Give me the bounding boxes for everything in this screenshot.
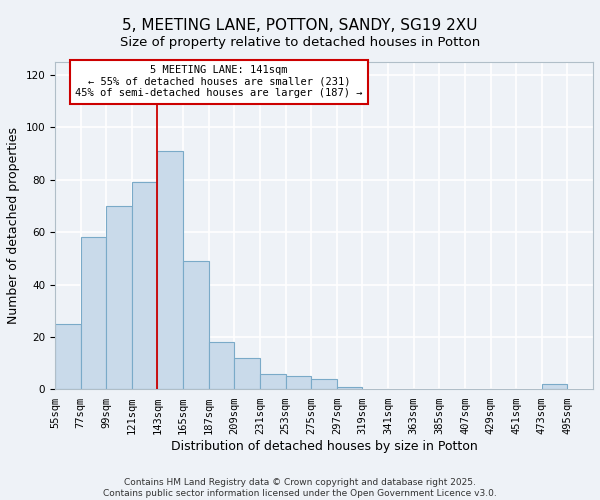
Text: 5 MEETING LANE: 141sqm
← 55% of detached houses are smaller (231)
45% of semi-de: 5 MEETING LANE: 141sqm ← 55% of detached… bbox=[76, 65, 363, 98]
Bar bbox=[106, 206, 132, 390]
Text: Contains HM Land Registry data © Crown copyright and database right 2025.
Contai: Contains HM Land Registry data © Crown c… bbox=[103, 478, 497, 498]
Bar bbox=[260, 374, 286, 390]
Y-axis label: Number of detached properties: Number of detached properties bbox=[7, 127, 20, 324]
Bar bbox=[157, 151, 183, 390]
Bar bbox=[209, 342, 235, 390]
Bar bbox=[183, 261, 209, 390]
X-axis label: Distribution of detached houses by size in Potton: Distribution of detached houses by size … bbox=[170, 440, 478, 453]
Bar bbox=[132, 182, 157, 390]
Bar bbox=[55, 324, 80, 390]
Bar bbox=[80, 238, 106, 390]
Bar bbox=[311, 379, 337, 390]
Bar bbox=[542, 384, 568, 390]
Bar bbox=[286, 376, 311, 390]
Text: Size of property relative to detached houses in Potton: Size of property relative to detached ho… bbox=[120, 36, 480, 49]
Text: 5, MEETING LANE, POTTON, SANDY, SG19 2XU: 5, MEETING LANE, POTTON, SANDY, SG19 2XU bbox=[122, 18, 478, 32]
Bar bbox=[235, 358, 260, 390]
Bar bbox=[337, 386, 362, 390]
